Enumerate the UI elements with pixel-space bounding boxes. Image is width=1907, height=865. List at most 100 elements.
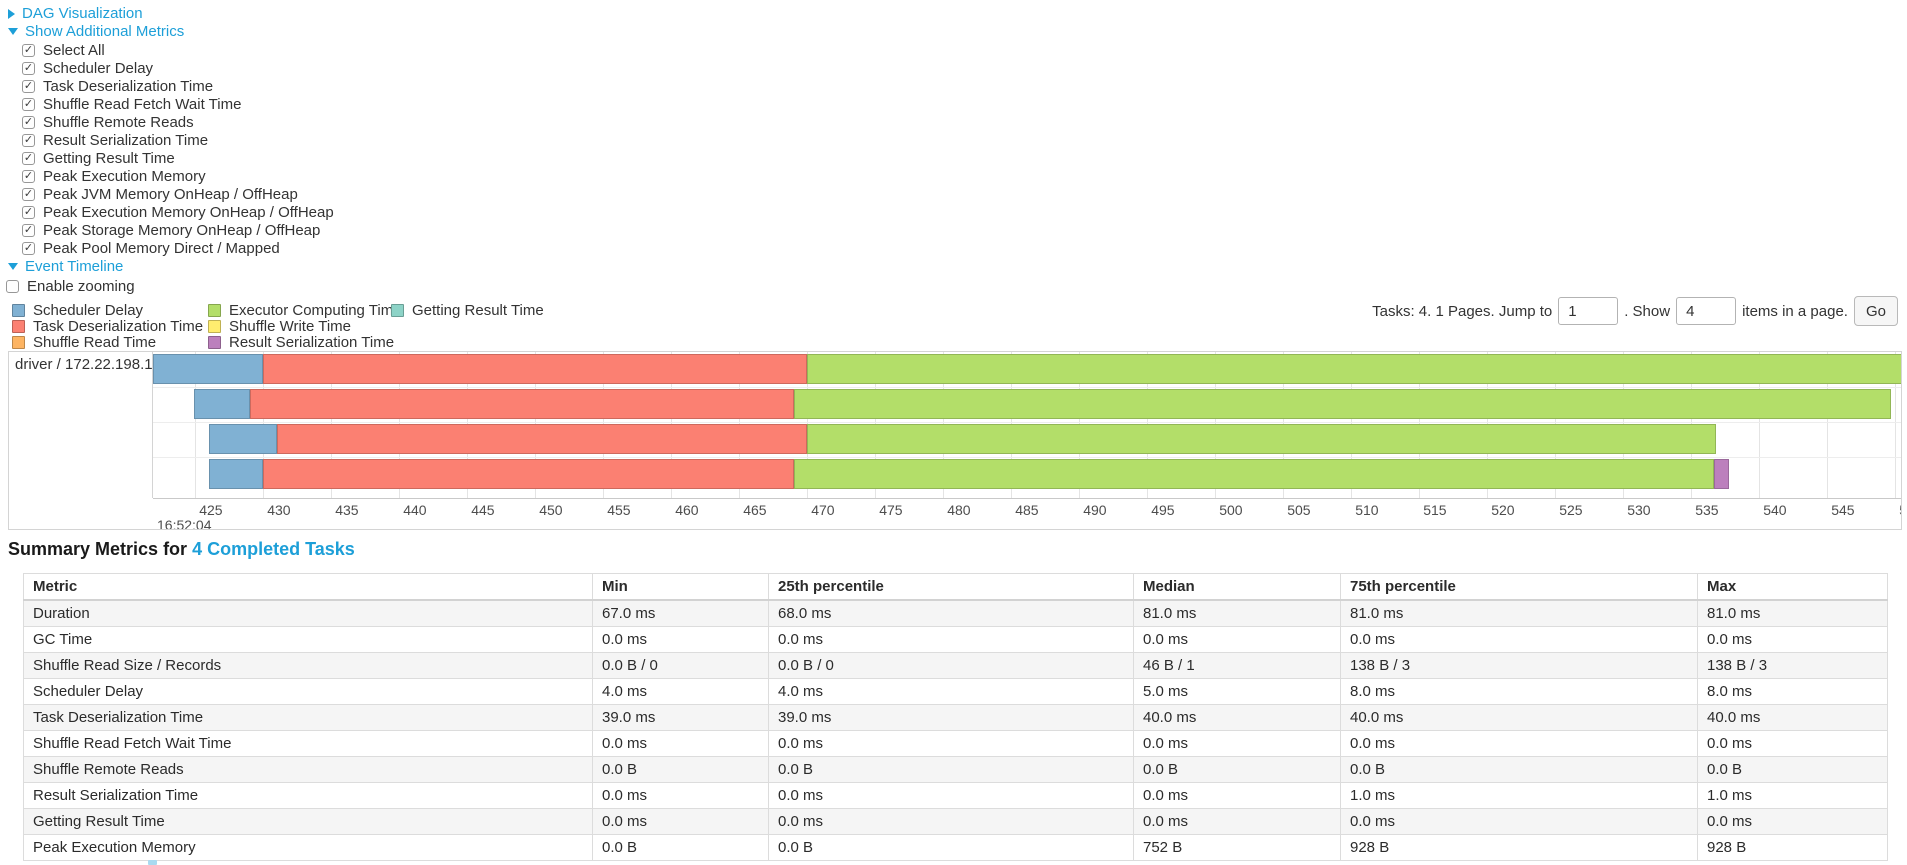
axis-tick-label: 510: [1355, 502, 1379, 518]
summary-table-header-row: Metric Min 25th percentile Median 75th perce…: [23, 573, 1888, 601]
axis-tick-label: 520: [1491, 502, 1515, 518]
summary-metrics-table: Metric Min 25th percentile Median 75th perce…: [23, 573, 1888, 861]
dag-visualization-link[interactable]: DAG Visualization: [22, 5, 143, 22]
metric-checkbox-label: Peak JVM Memory OnHeap / OffHeap: [43, 185, 298, 203]
axis-gridline: [1827, 352, 1829, 498]
summary-value-cell: 752 B: [1133, 834, 1341, 861]
section-show-additional-metrics[interactable]: Show Additional Metrics: [8, 23, 184, 40]
axis-major-label: 16:52:04: [157, 517, 212, 530]
summary-value-cell: 0.0 ms: [1133, 808, 1341, 835]
summary-value-cell: 0.0 ms: [592, 808, 769, 835]
summary-metric-name-cell: GC Time: [23, 626, 593, 653]
legend-label: Task Deserialization Time: [33, 317, 204, 335]
summary-value-cell: 0.0 ms: [1133, 730, 1341, 757]
summary-metric-name-cell: Shuffle Remote Reads: [23, 756, 593, 783]
axis-tick-label: 550: [1899, 502, 1901, 518]
metric-checkbox[interactable]: ✓: [22, 115, 35, 129]
summary-value-cell: 0.0 ms: [1133, 626, 1341, 653]
metric-checkbox-row[interactable]: ✓ Peak Storage Memory OnHeap / OffHeap: [22, 221, 334, 239]
summary-value-cell: 928 B: [1697, 834, 1888, 861]
getting-result-time-legend-swatch: [391, 303, 404, 317]
completed-tasks-link[interactable]: 4 Completed Tasks: [192, 539, 355, 559]
metric-checkbox-row[interactable]: ✓ Shuffle Remote Reads: [22, 113, 334, 131]
task-bar-segment-scheduler-delay[interactable]: [208, 459, 264, 489]
metric-checkbox[interactable]: ✓: [22, 169, 35, 183]
summary-table-row: Peak Execution Memory 0.0 B 0.0 B 752 B 928 …: [23, 834, 1888, 861]
summary-value-cell: 0.0 B: [592, 834, 769, 861]
items-per-page-input[interactable]: [1676, 297, 1737, 325]
legend-item: Shuffle Read Time: [12, 334, 208, 351]
show-text: . Show: [1624, 302, 1671, 320]
timeline-plot-area: [153, 352, 1901, 498]
task-bar-segment-executor-computing-time[interactable]: [807, 354, 1901, 384]
metric-checkbox-row[interactable]: ✓ Peak Pool Memory Direct / Mapped: [22, 239, 334, 257]
summary-value-cell: 40.0 ms: [1133, 704, 1341, 731]
summary-value-cell: 5.0 ms: [1133, 678, 1341, 705]
metric-checkbox[interactable]: ✓: [22, 205, 35, 219]
task-bar-segment-task-deserialization-time[interactable]: [263, 354, 808, 384]
metric-checkbox[interactable]: ✓: [22, 223, 35, 237]
row-separator-line: [153, 457, 1901, 458]
summary-table-row: Shuffle Remote Reads 0.0 B 0.0 B 0.0 B 0.0 B…: [23, 756, 1888, 783]
task-bar-segment-executor-computing-time[interactable]: [793, 389, 1892, 419]
task-bar-segment-scheduler-delay[interactable]: [208, 424, 277, 454]
axis-gridline: [1895, 352, 1897, 498]
summary-value-cell: 40.0 ms: [1340, 704, 1698, 731]
summary-metric-name-cell: Task Deserialization Time: [23, 704, 593, 731]
metric-checkbox-label: Getting Result Time: [43, 149, 175, 167]
metric-checkbox[interactable]: ✓: [22, 133, 35, 147]
legend-label: Executor Computing Time: [229, 301, 402, 319]
jump-to-page-input[interactable]: [1558, 297, 1619, 325]
axis-tick-label: 475: [879, 502, 903, 518]
event-timeline-link[interactable]: Event Timeline: [25, 258, 124, 275]
axis-tick-label: 455: [607, 502, 631, 518]
summary-metric-name-cell: Shuffle Read Size / Records: [23, 652, 593, 679]
metric-checkbox-row[interactable]: ✓ Result Serialization Time: [22, 131, 334, 149]
go-button[interactable]: Go: [1853, 296, 1898, 326]
task-bar-segment-task-deserialization-time[interactable]: [276, 424, 808, 454]
result-serialization-time-legend-swatch: [208, 335, 221, 349]
metric-checkbox-row[interactable]: ✓ Peak Execution Memory OnHeap / OffHeap: [22, 203, 334, 221]
metric-checkbox[interactable]: ✓: [22, 79, 35, 93]
summary-value-cell: 4.0 ms: [768, 678, 1134, 705]
metric-checkbox[interactable]: ✓: [22, 151, 35, 165]
metric-checkbox-row[interactable]: ✓ Peak JVM Memory OnHeap / OffHeap: [22, 185, 334, 203]
summary-table-row: Scheduler Delay 4.0 ms 4.0 ms 5.0 ms 8.0 ms 8…: [23, 678, 1888, 705]
section-dag-visualization[interactable]: DAG Visualization: [8, 5, 143, 22]
section-event-timeline[interactable]: Event Timeline: [8, 258, 123, 275]
metric-checkbox[interactable]: ✓: [22, 241, 35, 255]
task-bar-segment-executor-computing-time[interactable]: [793, 459, 1715, 489]
metric-checkbox[interactable]: ✓: [22, 97, 35, 111]
metric-checkbox[interactable]: ✓: [22, 61, 35, 75]
items-in-page-text: items in a page.: [1742, 302, 1848, 320]
metric-checkbox-row[interactable]: ✓ Getting Result Time: [22, 149, 334, 167]
task-bar-segment-task-deserialization-time[interactable]: [249, 389, 794, 419]
task-bar-segment-executor-computing-time[interactable]: [807, 424, 1716, 454]
metric-checkbox[interactable]: ✓: [22, 43, 35, 57]
metric-checkbox[interactable]: ✓: [22, 187, 35, 201]
summary-column-header: Max: [1697, 573, 1888, 601]
legend-label: Shuffle Write Time: [229, 317, 351, 335]
summary-value-cell: 0.0 ms: [592, 782, 769, 809]
summary-value-cell: 0.0 ms: [1340, 808, 1698, 835]
summary-table-row: Duration 67.0 ms 68.0 ms 81.0 ms 81.0 ms 81.0…: [23, 599, 1888, 627]
show-additional-metrics-link[interactable]: Show Additional Metrics: [25, 23, 185, 40]
metric-checkbox-row[interactable]: ✓ Select All: [22, 41, 334, 59]
task-bar-segment-result-serialization-time[interactable]: [1714, 459, 1730, 489]
axis-tick-label: 480: [947, 502, 971, 518]
summary-value-cell: 39.0 ms: [592, 704, 769, 731]
metric-checkbox-row[interactable]: ✓ Scheduler Delay: [22, 59, 334, 77]
summary-value-cell: 0.0 B: [768, 756, 1134, 783]
task-bar-segment-scheduler-delay[interactable]: [193, 389, 250, 419]
metric-checkbox-row[interactable]: ✓ Shuffle Read Fetch Wait Time: [22, 95, 334, 113]
summary-table-row: Result Serialization Time 0.0 ms 0.0 ms 0.0…: [23, 782, 1888, 809]
task-bar-segment-task-deserialization-time[interactable]: [263, 459, 794, 489]
summary-table-row: Shuffle Read Size / Records 0.0 B / 0 0.0 …: [23, 652, 1888, 679]
enable-zooming-checkbox[interactable]: [6, 279, 19, 293]
metric-checkbox-label: Shuffle Read Fetch Wait Time: [43, 95, 242, 113]
metric-checkbox-row[interactable]: ✓ Task Deserialization Time: [22, 77, 334, 95]
metric-checkbox-row[interactable]: ✓ Peak Execution Memory: [22, 167, 334, 185]
enable-zooming-row[interactable]: Enable zooming: [6, 277, 135, 295]
task-pagination: Tasks: 4. 1 Pages. Jump to . Show items …: [1372, 294, 1898, 328]
task-bar-segment-scheduler-delay[interactable]: [153, 354, 264, 384]
